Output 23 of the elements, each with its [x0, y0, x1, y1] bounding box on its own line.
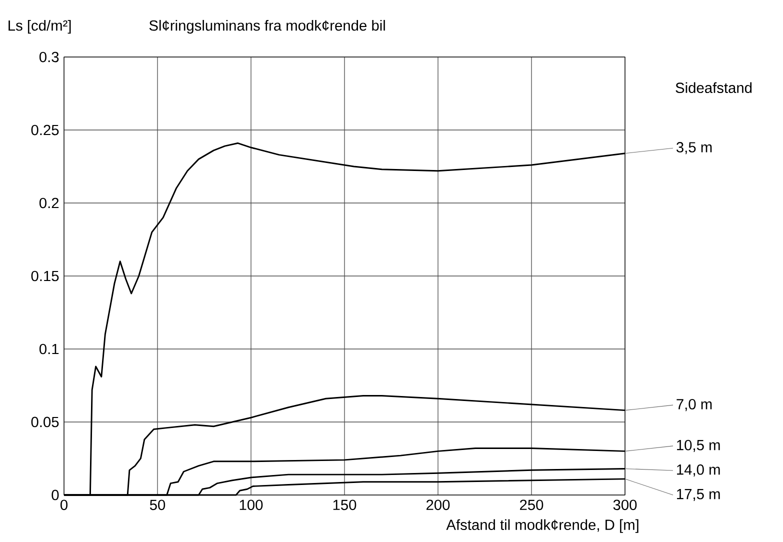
y-tick-label: 0 [52, 490, 59, 500]
y-tick-label: 0.3 [39, 52, 59, 62]
y-tick-label: 0.15 [31, 270, 59, 282]
x-tick-label: 200 [426, 500, 450, 510]
y-tick-label: 0.05 [31, 416, 59, 428]
text: 7,0 m [676, 399, 712, 412]
y-tick-label: 0.25 [31, 124, 59, 136]
x-tick-label: 300 [613, 500, 637, 510]
y-axis-title: Ls [cd/m²] [8, 20, 71, 34]
x-tick-label: 250 [520, 500, 544, 510]
text: 14,0 m [677, 464, 720, 477]
x-tick-label: 0 [60, 500, 68, 510]
chart-title: Sl¢ringsluminans fra modk¢rende bil [149, 20, 385, 34]
x-tick-label: 50 [150, 500, 166, 510]
text: 3,5 m [676, 142, 712, 154]
text: 10,5 m [677, 440, 720, 452]
y-tick-label: 0.1 [39, 344, 59, 354]
legend-title: Sideafstand [676, 82, 752, 94]
x-tick-label: 150 [333, 500, 356, 510]
text: 17,5 m [677, 489, 720, 501]
x-axis-title: Afstand til modk¢rende, D [m] [446, 519, 638, 533]
y-tick-label: 0.2 [39, 198, 59, 208]
x-tick-label: 100 [240, 500, 263, 510]
